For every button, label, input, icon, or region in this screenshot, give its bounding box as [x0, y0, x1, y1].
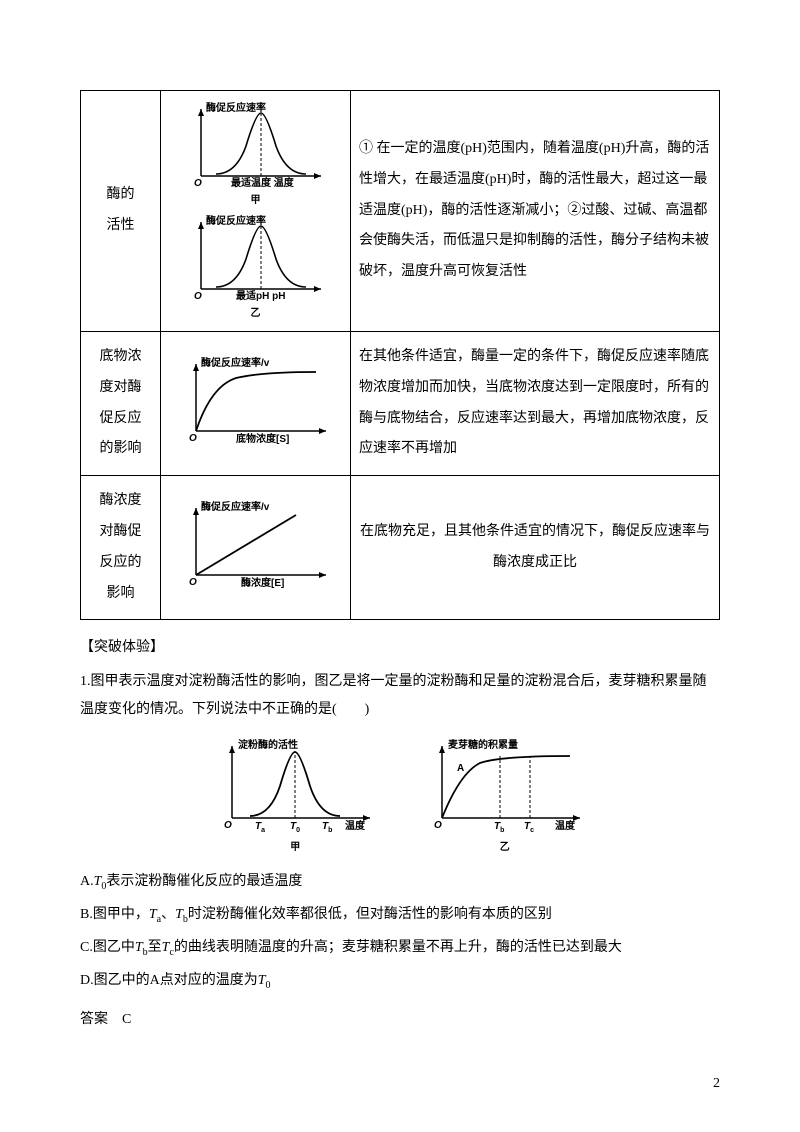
row1-graphs: 酶促反应速率 O 最适温度 温度 甲 酶促反应速率 O 最适pH pH: [161, 91, 351, 332]
svg-text:O: O: [189, 433, 197, 444]
svg-text:O: O: [224, 820, 232, 831]
page-number: 2: [713, 1076, 720, 1092]
graph-substrate: 酶促反应速率/v O 底物浓度[S]: [176, 356, 336, 446]
question-graphs: 淀粉酶的活性 O Ta T0 Tb 温度 甲 A 麦芽糖的积累量 O Tb Tc…: [80, 738, 720, 853]
option-d: D.图乙中的A点对应的温度为T0: [80, 966, 720, 997]
graph-enzyme-conc: 酶促反应速率/v O 酶浓度[E]: [176, 500, 336, 590]
svg-text:Tb: Tb: [322, 821, 332, 834]
xlabel: 温度: [345, 819, 366, 832]
table-row: 酶的活性 酶促反应速率 O 最适温度 温度 甲: [81, 91, 720, 332]
row3-label: 酶浓度对酶促反应的影响: [81, 476, 161, 620]
enzyme-table: 酶的活性 酶促反应速率 O 最适温度 温度 甲: [80, 90, 720, 620]
svg-text:O: O: [194, 178, 202, 189]
table-row: 底物浓度对酶促反应的影响 酶促反应速率/v O 底物浓度[S] 在其他条件适宜，…: [81, 332, 720, 476]
svg-text:T0: T0: [290, 821, 300, 834]
svg-text:Tc: Tc: [524, 821, 534, 834]
row1-label: 酶的活性: [81, 91, 161, 332]
svg-text:O: O: [194, 291, 202, 302]
svg-text:O: O: [189, 577, 197, 588]
row2-desc-text: 在其他条件适宜，酶量一定的条件下，酶促反应速率随底物浓度增加而加快，当底物浓度达…: [359, 349, 709, 456]
section-title: 【突破体验】: [80, 634, 720, 662]
graph-yi-ph: 酶促反应速率 O 最适pH pH 乙: [181, 214, 331, 319]
ylabel: 酶促反应速率: [206, 214, 266, 227]
option-c: C.图乙中Tb至Tc的曲线表明随温度的升高；麦芽糖积累量不再上升，酶的活性已达到…: [80, 933, 720, 964]
answer-label: 答案: [80, 1012, 108, 1027]
row3-graphs: 酶促反应速率/v O 酶浓度[E]: [161, 476, 351, 620]
graph-jia-temp: 酶促反应速率 O 最适温度 温度 甲: [181, 101, 331, 206]
table-row: 酶浓度对酶促反应的影响 酶促反应速率/v O 酶浓度[E] 在底物充足，且其他条…: [81, 476, 720, 620]
xlabel: 最适pH pH: [236, 289, 285, 302]
row2-graphs: 酶促反应速率/v O 底物浓度[S]: [161, 332, 351, 476]
row2-label: 底物浓度对酶促反应的影响: [81, 332, 161, 476]
graph-caption: 乙: [181, 304, 331, 319]
xlabel: 酶浓度[E]: [241, 576, 284, 589]
graph-caption: 甲: [210, 838, 380, 853]
svg-text:O: O: [434, 820, 442, 831]
svg-text:Ta: Ta: [255, 821, 265, 834]
xlabel: 底物浓度[S]: [236, 432, 289, 445]
svg-text:Tb: Tb: [494, 821, 504, 834]
point-a-label: A: [457, 763, 464, 774]
ylabel: 麦芽糖的积累量: [448, 738, 518, 751]
row1-desc-text: ① 在一定的温度(pH)范围内，随着温度(pH)升高，酶的活性增大，在最适温度(…: [359, 141, 709, 279]
ylabel: 酶促反应速率/v: [201, 500, 270, 513]
row1-label-text: 酶的活性: [107, 187, 135, 233]
xlabel: 最适温度 温度: [231, 176, 295, 189]
graph-caption: 乙: [420, 838, 590, 853]
question-graph-jia: 淀粉酶的活性 O Ta T0 Tb 温度 甲: [210, 738, 380, 853]
row3-label-text: 酶浓度对酶促反应的影响: [100, 493, 142, 600]
row3-desc: 在底物充足，且其他条件适宜的情况下，酶促反应速率与酶浓度成正比: [351, 476, 720, 620]
row2-label-text: 底物浓度对酶促反应的影响: [100, 349, 142, 456]
row2-desc: 在其他条件适宜，酶量一定的条件下，酶促反应速率随底物浓度增加而加快，当底物浓度达…: [351, 332, 720, 476]
row3-desc-text: 在底物充足，且其他条件适宜的情况下，酶促反应速率与酶浓度成正比: [360, 524, 710, 570]
ylabel: 酶促反应速率: [206, 101, 266, 114]
ylabel: 酶促反应速率/v: [201, 356, 270, 369]
answer-value: C: [122, 1012, 131, 1027]
xlabel: 温度: [555, 819, 576, 832]
graph-caption: 甲: [181, 191, 331, 206]
option-a: A.T0表示淀粉酶催化反应的最适温度: [80, 867, 720, 898]
ylabel: 淀粉酶的活性: [238, 738, 298, 751]
option-b: B.图甲中，Ta、Tb时淀粉酶催化效率都很低，但对酶活性的影响有本质的区别: [80, 900, 720, 931]
answer-line: 答案 C: [80, 1005, 720, 1036]
question-stem: 1.图甲表示温度对淀粉酶活性的影响，图乙是将一定量的淀粉酶和足量的淀粉混合后，麦…: [80, 668, 720, 724]
row1-desc: ① 在一定的温度(pH)范围内，随着温度(pH)升高，酶的活性增大，在最适温度(…: [351, 91, 720, 332]
question-graph-yi: A 麦芽糖的积累量 O Tb Tc 温度 乙: [420, 738, 590, 853]
